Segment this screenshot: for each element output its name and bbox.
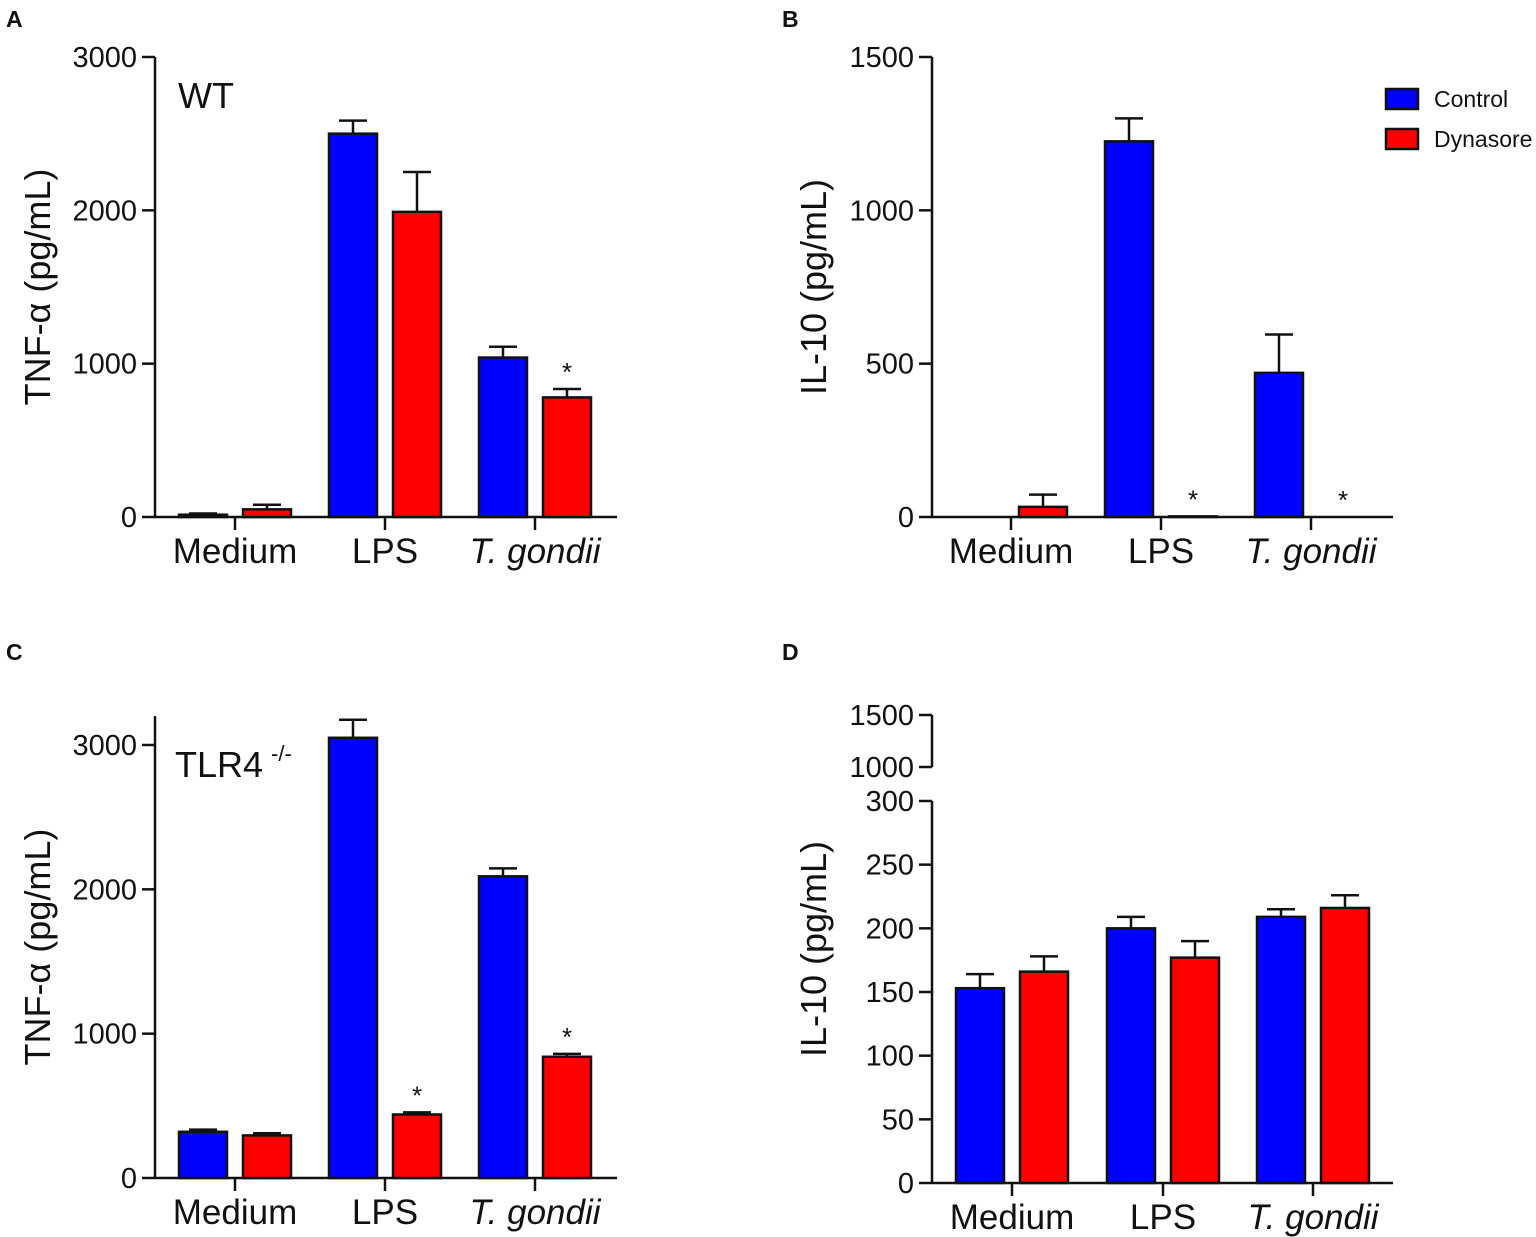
- y-tick-label: 1000: [849, 195, 914, 227]
- bar-dynasore: [1319, 906, 1371, 1185]
- bar-control: [327, 736, 379, 1180]
- bar-control: [327, 132, 379, 519]
- panel-label-d: D: [782, 639, 799, 665]
- y-tick-label: 1500: [849, 42, 914, 74]
- legend-swatch-dynasore: [1384, 127, 1420, 151]
- x-tick-label: LPS: [1128, 532, 1194, 571]
- y-tick-label: 0: [898, 1168, 914, 1200]
- y-tick-label: 1000: [72, 349, 137, 381]
- bar-control: [177, 1130, 229, 1180]
- panel-c: 0 1000 2000 3000 Medium LPS T. gondii TNF-α (pg…: [17, 716, 617, 1232]
- x-tick-label: LPS: [352, 532, 418, 571]
- y-tick-label: 1500: [849, 700, 914, 732]
- y-tick-label: 2000: [72, 195, 137, 227]
- y-tick-label: 2000: [72, 874, 137, 906]
- x-tick-label: Medium: [950, 1198, 1074, 1237]
- bar-dynasore: [541, 396, 593, 519]
- bar-control: [1103, 140, 1155, 519]
- bar-control: [1255, 915, 1307, 1185]
- bar-control: [1105, 927, 1157, 1185]
- x-tick-label: Medium: [949, 532, 1073, 571]
- annotation-superscript: -/-: [271, 741, 292, 766]
- bar-dynasore: [391, 1113, 443, 1180]
- bar-dynasore: [391, 210, 443, 519]
- legend-swatch-control: [1384, 87, 1420, 111]
- panel-b: 0 500 1000 1500 Medium LPS T. gondii IL-10 (pg/…: [793, 42, 1393, 571]
- bar-dynasore: [1167, 515, 1219, 519]
- y-tick-label: 50: [882, 1104, 914, 1136]
- y-tick-label: 0: [898, 502, 914, 534]
- bar-dynasore: [1017, 505, 1069, 519]
- y-tick-label: 0: [121, 502, 137, 534]
- y-tick-label: 3000: [72, 730, 137, 762]
- significance-star: *: [1338, 485, 1348, 515]
- y-tick-label: 100: [866, 1041, 914, 1073]
- y-axis-title: TNF-α (pg/mL): [17, 829, 58, 1066]
- legend-label-control: Control: [1434, 86, 1508, 112]
- bar-dynasore: [1169, 956, 1221, 1185]
- y-tick-label: 250: [866, 850, 914, 882]
- significance-star: *: [562, 1022, 572, 1052]
- bar-dynasore: [241, 508, 293, 519]
- bar-control: [177, 513, 229, 519]
- panel-label-b: B: [782, 6, 799, 32]
- bar-control: [954, 986, 1006, 1185]
- y-tick-label: 150: [866, 977, 914, 1009]
- significance-star: *: [1188, 484, 1198, 514]
- y-axis-title: IL-10 (pg/mL): [793, 841, 834, 1057]
- panel-a: 0 1000 2000 3000 Medium LPS T. gondii TNF-α (pg…: [17, 42, 617, 571]
- y-tick-label: 0: [121, 1163, 137, 1195]
- y-axis-title: IL-10 (pg/mL): [793, 179, 834, 395]
- y-tick-label: 3000: [72, 42, 137, 74]
- bar-dynasore: [1018, 970, 1070, 1185]
- x-tick-label: T. gondii: [469, 1193, 601, 1232]
- bar-control: [477, 875, 529, 1180]
- bar-control: [1253, 371, 1305, 519]
- panel-label-c: C: [6, 639, 23, 665]
- y-tick-label: 300: [866, 786, 914, 818]
- y-tick-label: 500: [866, 349, 914, 381]
- panel-annotation: TLR4 -/-: [175, 741, 292, 785]
- panel-annotation: WT: [178, 75, 234, 116]
- legend-label-dynasore: Dynasore: [1434, 126, 1532, 152]
- bar-dynasore: [541, 1055, 593, 1180]
- significance-star: *: [412, 1080, 422, 1110]
- panel-label-a: A: [6, 6, 23, 32]
- significance-star: *: [562, 357, 572, 387]
- x-tick-label: T. gondii: [1245, 532, 1377, 571]
- bar-dynasore: [241, 1134, 293, 1180]
- y-tick-label: 1000: [72, 1019, 137, 1051]
- y-tick-label: 200: [866, 913, 914, 945]
- x-tick-label: T. gondii: [1247, 1198, 1379, 1237]
- y-axis-title: TNF-α (pg/mL): [17, 169, 58, 406]
- x-tick-label: LPS: [1130, 1198, 1196, 1237]
- x-tick-label: Medium: [173, 532, 297, 571]
- y-tick-label: 1000: [849, 752, 914, 784]
- x-tick-label: Medium: [173, 1193, 297, 1232]
- legend: Control Dynasore: [1384, 86, 1532, 152]
- x-tick-label: LPS: [352, 1193, 418, 1232]
- bar-control: [477, 356, 529, 519]
- x-tick-label: T. gondii: [469, 532, 601, 571]
